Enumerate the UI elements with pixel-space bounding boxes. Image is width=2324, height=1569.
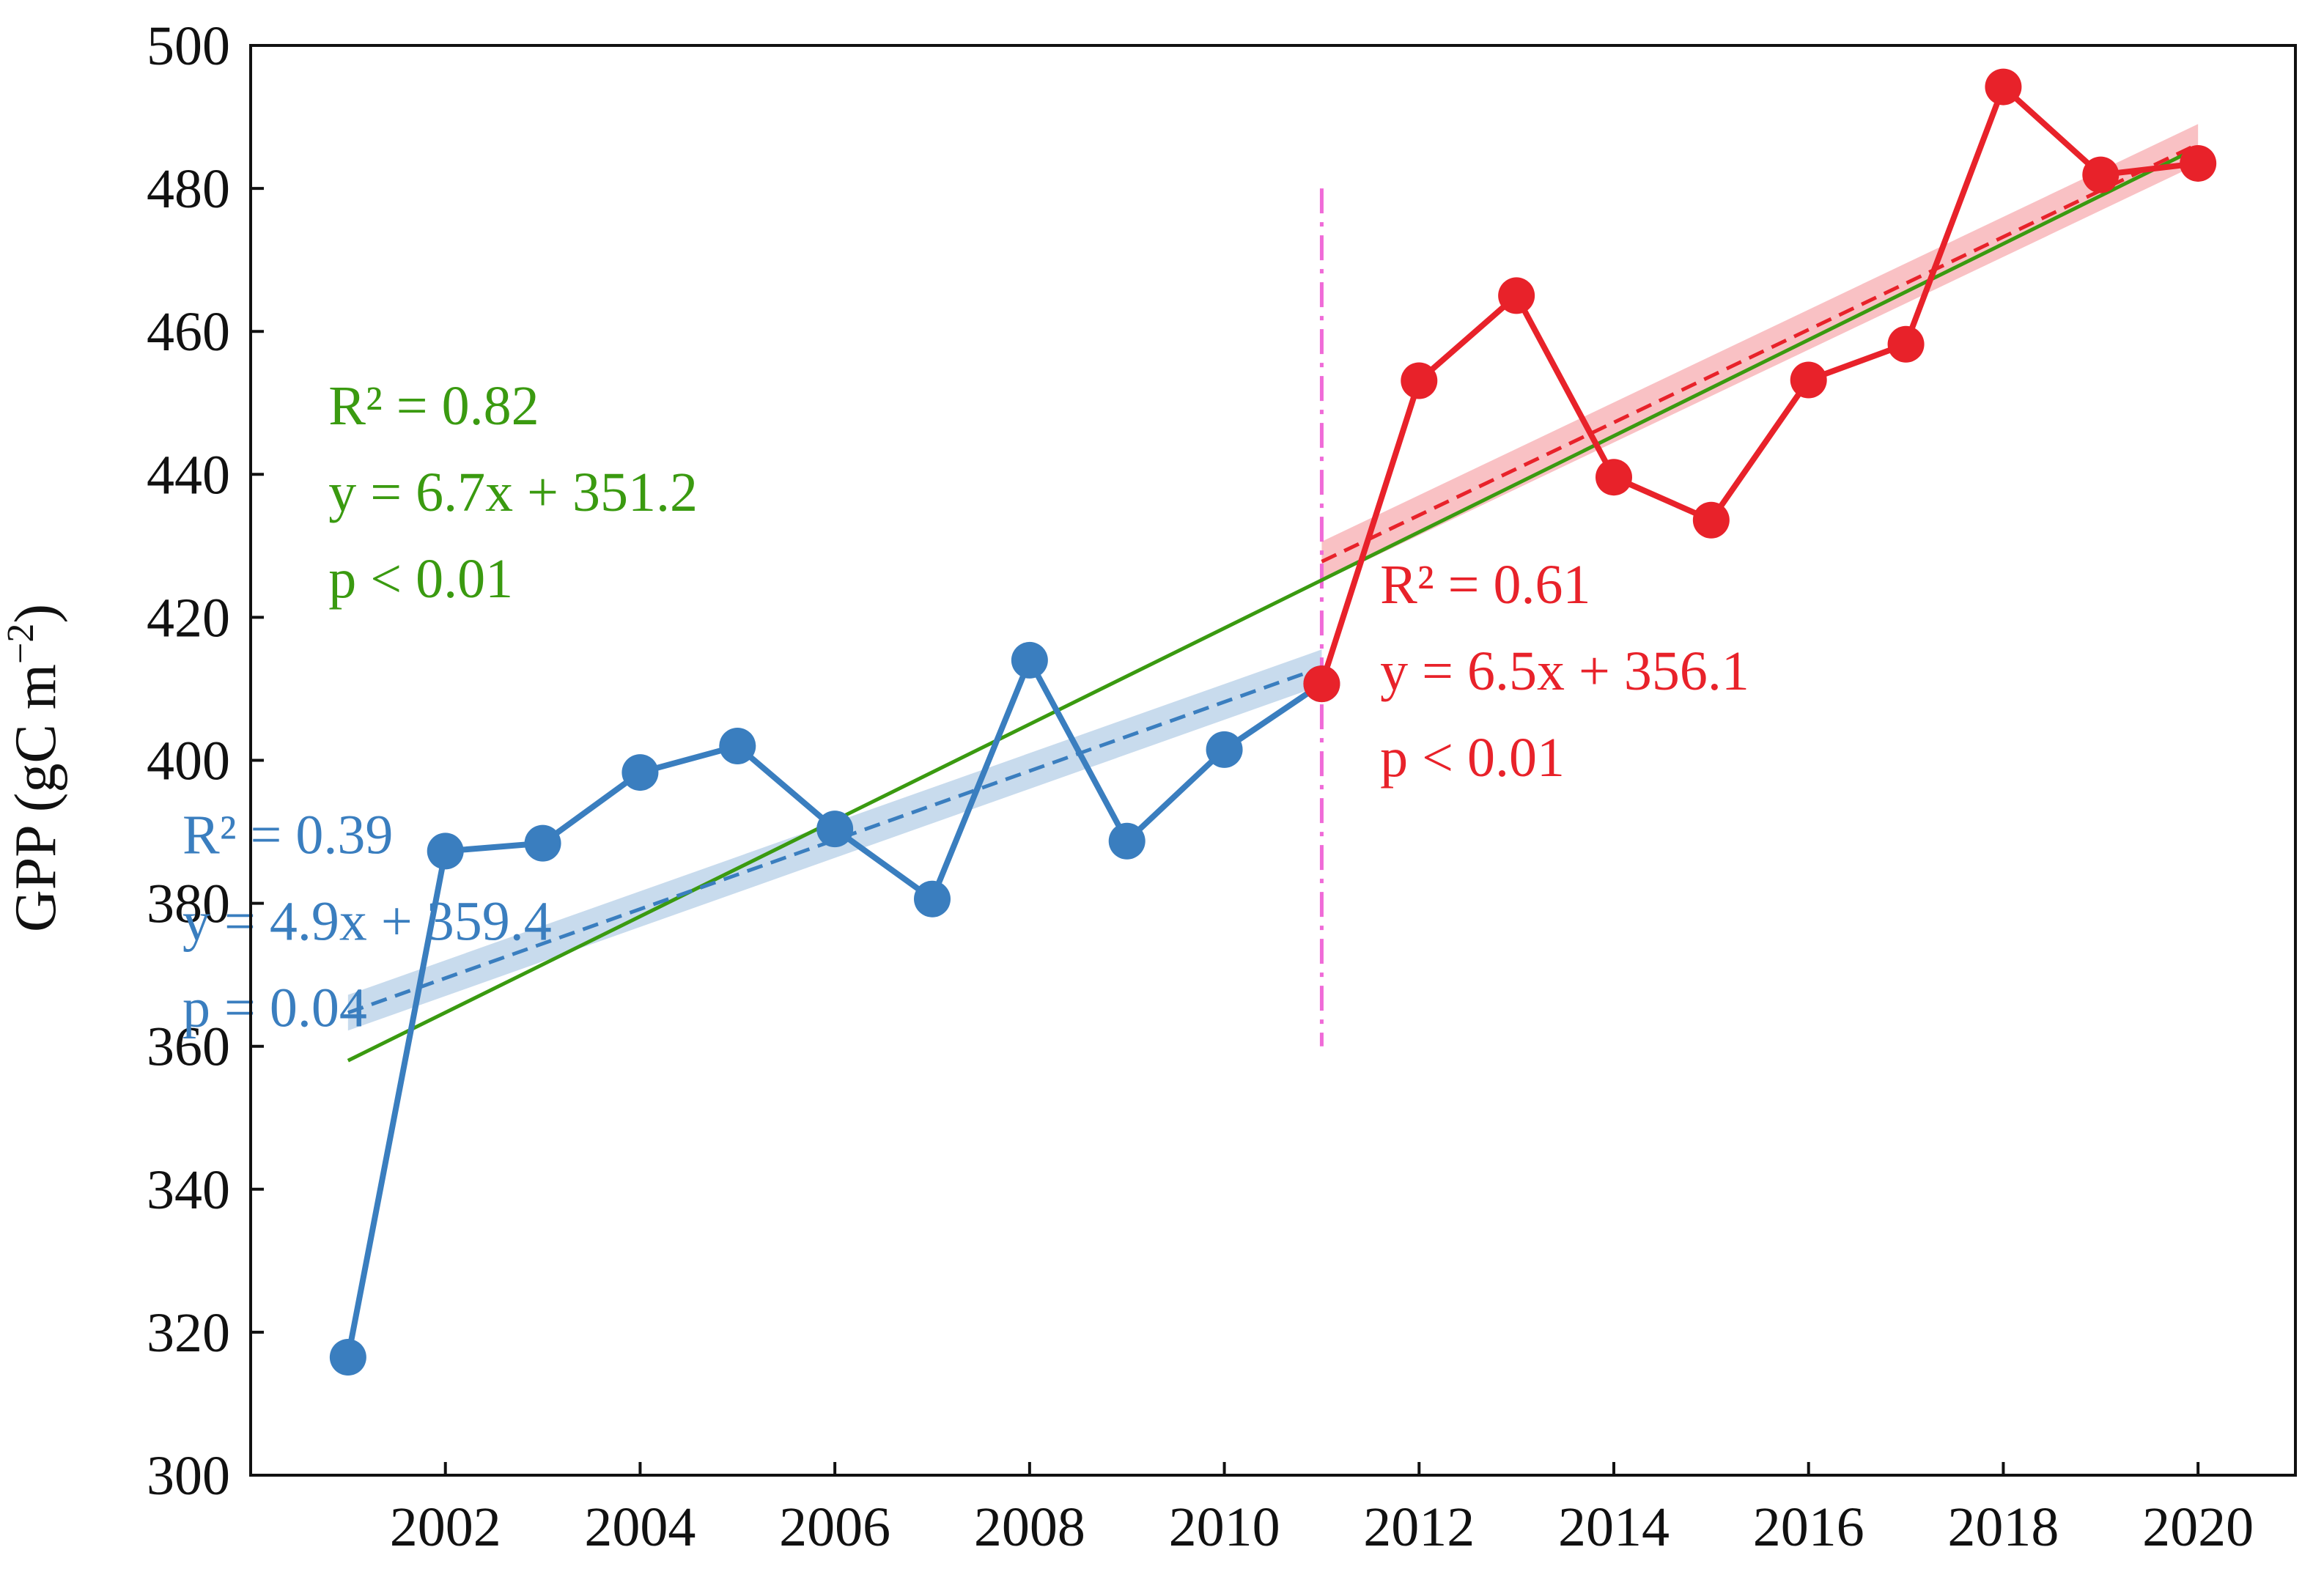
y-axis-label-close: ) xyxy=(4,604,68,624)
y-tick-label: 340 xyxy=(147,1159,230,1221)
series-line-2011-2020 xyxy=(1318,84,2199,685)
data-point xyxy=(1985,68,2022,106)
data-point xyxy=(621,754,659,791)
data-point xyxy=(2082,156,2120,193)
data-point xyxy=(1108,822,1146,860)
x-tick-label: 2014 xyxy=(1558,1496,1670,1558)
x-tick-label: 2004 xyxy=(584,1496,696,1558)
annotation-line: R² = 0.39 xyxy=(182,804,393,865)
y-axis-label-sup: −2 xyxy=(0,624,42,664)
x-tick-label: 2018 xyxy=(1947,1496,2059,1558)
x-tick-label: 2002 xyxy=(390,1496,501,1558)
y-tick-label: 380 xyxy=(147,874,230,935)
y-tick-label: 460 xyxy=(147,301,230,363)
annotation-line: R² = 0.82 xyxy=(328,375,539,437)
data-point xyxy=(1596,459,1632,496)
fit-line-2001-2011 xyxy=(347,665,1323,1015)
data-point xyxy=(1887,325,1925,363)
axes-ticks: 300 320 340 360 380 400 420 440 460 480 500 2002 200… xyxy=(147,15,2254,1558)
data-point xyxy=(1498,277,1535,314)
data-point xyxy=(1011,641,1048,679)
annotation-line: p < 0.01 xyxy=(1380,727,1565,789)
annotation-line: y = 6.7x + 351.2 xyxy=(328,462,698,523)
fit-line-overall xyxy=(347,146,2199,1063)
y-tick-label: 420 xyxy=(147,587,230,649)
y-tick-label: 440 xyxy=(147,444,230,506)
x-tick-label: 2010 xyxy=(1169,1496,1280,1558)
plot-frame xyxy=(249,44,2297,1477)
x-tick-label: 2008 xyxy=(974,1496,1085,1558)
x-tick-label: 2020 xyxy=(2142,1496,2254,1558)
data-point xyxy=(1692,501,1730,539)
y-axis-label-main: GPP (gC m xyxy=(4,664,68,932)
y-tick-label: 360 xyxy=(147,1016,230,1078)
data-point xyxy=(719,727,756,764)
series-line-2001-2011 xyxy=(344,657,1324,1358)
annotation-line: y = 6.5x + 356.1 xyxy=(1380,640,1749,702)
annotation-line: y = 4.9x + 359.4 xyxy=(182,890,552,952)
data-point xyxy=(1206,731,1243,768)
data-point xyxy=(914,880,951,918)
annotation-line: R² = 0.61 xyxy=(1380,554,1590,616)
data-point xyxy=(1303,665,1340,703)
data-point xyxy=(524,824,561,862)
fit-lines xyxy=(347,124,2199,1063)
annotation-line: p = 0.04 xyxy=(182,977,367,1038)
data-point xyxy=(2180,144,2217,182)
data-series xyxy=(329,68,2217,1376)
data-point xyxy=(816,811,854,848)
x-tick-label: 2012 xyxy=(1363,1496,1475,1558)
annotations: R² = 0.82 y = 6.7x + 351.2 p < 0.01 R² = 0.… xyxy=(182,375,1749,1038)
data-point xyxy=(427,833,464,870)
data-point xyxy=(329,1339,366,1376)
x-tick-label: 2006 xyxy=(779,1496,890,1558)
y-tick-label: 300 xyxy=(147,1445,230,1507)
y-tick-label: 400 xyxy=(147,731,230,792)
data-point xyxy=(1790,361,1827,399)
fit-line-2011-2020 xyxy=(1321,142,2199,564)
y-tick-label: 320 xyxy=(147,1302,230,1364)
annotation-line: p < 0.01 xyxy=(328,548,513,610)
y-tick-label: 480 xyxy=(147,158,230,220)
x-tick-label: 2016 xyxy=(1753,1496,1864,1558)
data-point xyxy=(1401,362,1438,399)
y-tick-label: 500 xyxy=(147,15,230,77)
y-axis-label: GPP (gC m−2) xyxy=(0,604,68,932)
svg-text:GPP (gC m−2): GPP (gC m−2) xyxy=(0,604,68,932)
